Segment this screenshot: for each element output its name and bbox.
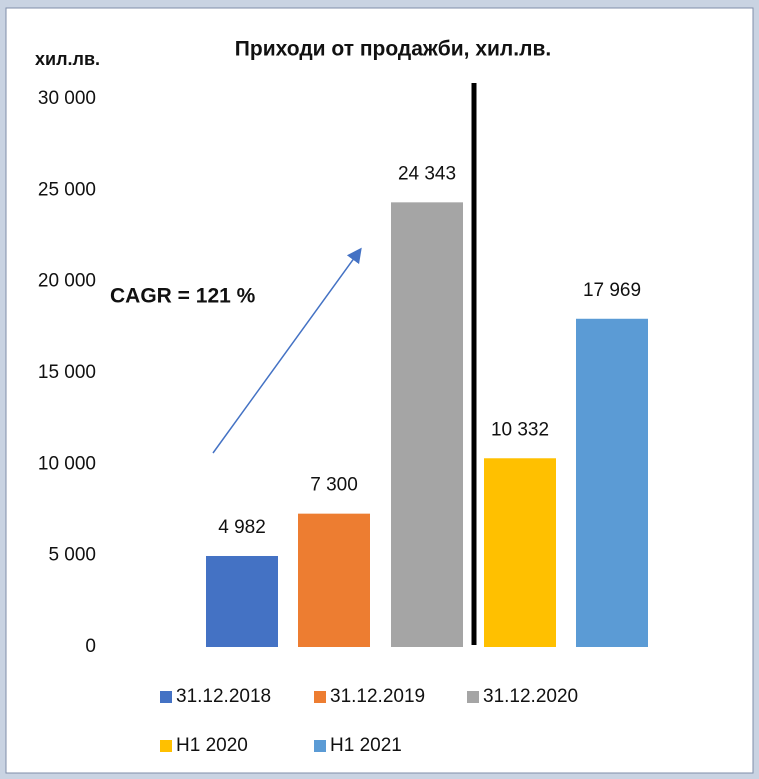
legend-swatch (160, 740, 172, 752)
y-tick-label: 5 000 (48, 545, 96, 566)
legend-label: 31.12.2020 (483, 686, 578, 707)
legend-label: 31.12.2018 (176, 686, 271, 707)
data-label: 10 332 (491, 419, 549, 440)
legend-swatch (314, 691, 326, 703)
data-label: 17 969 (583, 280, 641, 301)
y-tick-label: 10 000 (38, 453, 96, 474)
legend-label: 31.12.2019 (330, 686, 425, 707)
bar (298, 513, 370, 647)
y-tick-label: 25 000 (38, 179, 96, 200)
bar (391, 202, 463, 647)
y-tick-label: 15 000 (38, 362, 96, 383)
legend-swatch (160, 691, 172, 703)
legend-label: H1 2021 (330, 735, 402, 756)
data-label: 4 982 (218, 517, 266, 538)
y-axis-unit: хил.лв. (35, 49, 100, 69)
legend-label: H1 2020 (176, 735, 248, 756)
bar (576, 318, 648, 647)
y-tick-label: 30 000 (38, 88, 96, 109)
legend-swatch (314, 740, 326, 752)
data-label: 24 343 (398, 163, 456, 184)
legend-swatch (467, 691, 479, 703)
y-tick-label: 20 000 (38, 271, 96, 292)
annotation: CAGR = 121 % (110, 285, 256, 308)
bar (484, 458, 556, 647)
chart-title: Приходи от продажби, хил.лв. (235, 38, 551, 61)
data-label: 7 300 (310, 475, 358, 496)
y-tick-label: 0 (85, 636, 96, 657)
trend-arrow (212, 247, 362, 454)
bar (206, 555, 278, 647)
